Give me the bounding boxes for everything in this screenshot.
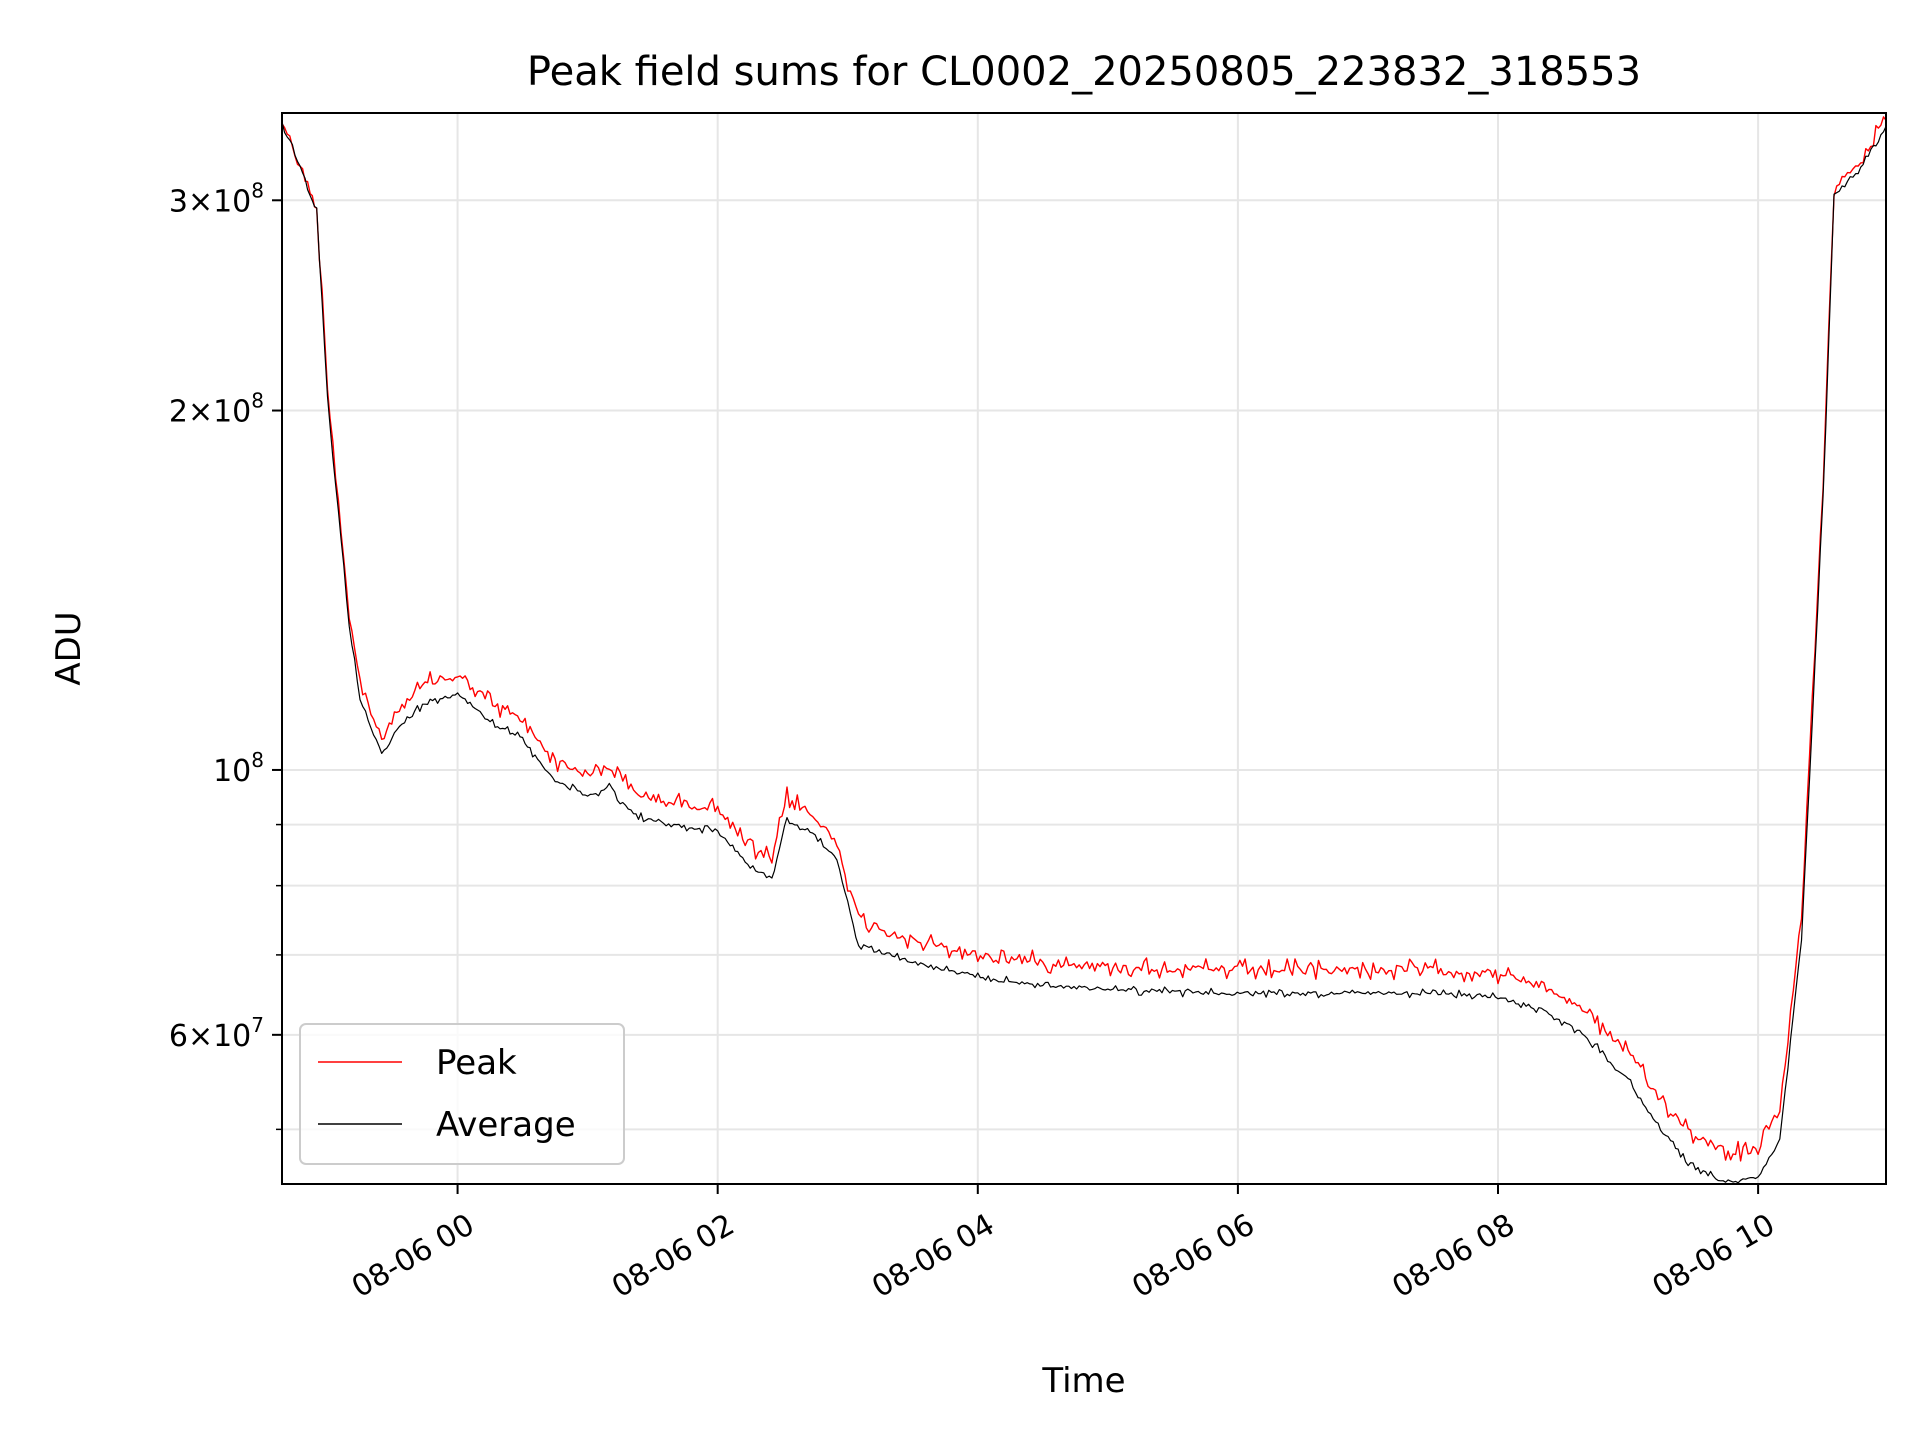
x-tick-label: 08-06 04 [866, 1207, 1000, 1305]
x-tick-label: 08-06 10 [1647, 1207, 1781, 1305]
series-layer [281, 116, 1887, 1184]
series-line-average [281, 121, 1887, 1184]
x-tick-label: 08-06 08 [1386, 1207, 1520, 1305]
y-tick-label: 108 [213, 748, 264, 789]
legend-box [299, 1023, 625, 1165]
y-tick-label: 2×108 [169, 389, 264, 430]
series-line-peak [281, 116, 1887, 1162]
chart-title: Peak field sums for CL0002_20250805_2238… [527, 49, 1641, 95]
x-tick-label: 08-06 06 [1126, 1207, 1260, 1305]
legend-label-peak: Peak [436, 1043, 517, 1083]
legend: Peak Average [299, 1023, 625, 1165]
grid [282, 113, 1886, 1184]
x-axis-label: Time [1041, 1361, 1125, 1401]
plot-area-frame [281, 112, 1887, 1185]
y-tick-label: 6×107 [169, 1013, 264, 1054]
y-axis-label: ADU [49, 611, 89, 685]
y-tick-label: 3×108 [169, 178, 264, 219]
legend-label-average: Average [436, 1105, 576, 1145]
x-tick-label: 08-06 02 [606, 1207, 740, 1305]
x-tick-label: 08-06 00 [346, 1207, 480, 1305]
